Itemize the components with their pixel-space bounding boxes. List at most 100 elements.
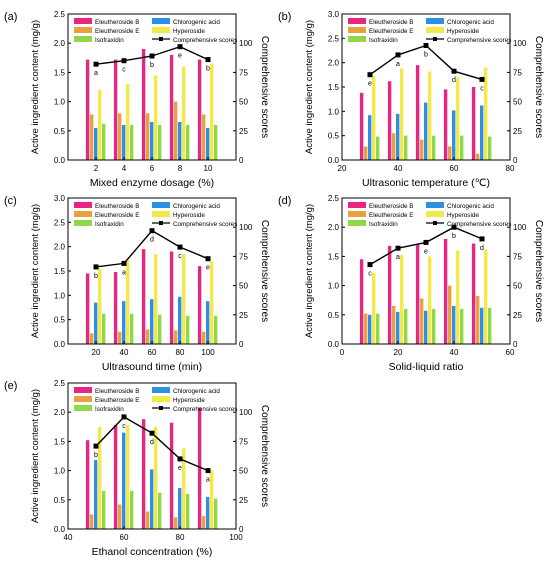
bar-chlorogenic-acid (206, 301, 210, 344)
bar-eleutheroside-e (420, 298, 424, 344)
bar-eleutheroside-e (392, 133, 396, 160)
y-tick-label: 0.5 (328, 132, 340, 141)
legend-marker-swatch (159, 37, 163, 41)
y2-tick-label: 100 (513, 39, 527, 48)
legend-swatch (152, 202, 170, 208)
legend-swatch (152, 396, 170, 402)
panel-label: (d) (278, 195, 291, 207)
y-tick-label: 1.5 (54, 267, 66, 276)
x-tick-label: 4 (122, 164, 127, 173)
y2-tick-label: 75 (513, 252, 522, 261)
y-tick-label: 1.0 (54, 467, 66, 476)
bar-isofraxidin (130, 491, 134, 529)
panel-d: (d) c a e b d 0.0 0.5 1.0 1.5 2.0 2.5 0 25 50 75 100 0 20 4… (278, 194, 544, 373)
bar-isofraxidin (158, 492, 162, 529)
bar-isofraxidin (102, 123, 106, 160)
legend-label: Hyperoside (173, 28, 205, 35)
y2-tick-label: 100 (513, 223, 527, 232)
x-tick-label: 60 (148, 348, 157, 357)
y-tick-label: 2.5 (54, 379, 66, 388)
legend-marker-swatch (159, 406, 163, 410)
score-letter: e (178, 53, 182, 60)
y-tick-label: 0.5 (54, 496, 66, 505)
legend-swatch (348, 27, 366, 33)
x-tick-label: 40 (450, 348, 459, 357)
bar-eleutheroside-e (364, 313, 368, 344)
y-tick-label: 1.5 (328, 252, 340, 261)
y-tick-label: 3.0 (328, 10, 340, 19)
bar-eleutheroside-e (146, 113, 150, 160)
score-point (177, 456, 183, 462)
score-point (149, 53, 155, 59)
y2-tick-label: 0 (513, 340, 518, 349)
bar-isofraxidin (102, 313, 106, 344)
bar-isofraxidin (376, 313, 380, 344)
legend-label: Chlorogenic acid (447, 203, 494, 210)
x-tick-label: 20 (92, 348, 101, 357)
y2-tick-label: 25 (239, 496, 248, 505)
bar-hyperoside (154, 75, 158, 160)
bar-eleutheroside-b (415, 65, 420, 160)
panel-e: (e) b c d e a 0.0 0.5 1.0 1.5 2.0 2.5 0 25 50 75 100 40 60… (4, 379, 270, 558)
bar-isofraxidin (488, 136, 492, 160)
bar-eleutheroside-b (169, 251, 174, 344)
bar-eleutheroside-b (415, 244, 420, 344)
y2-axis-label: Comprehensive scores (533, 220, 544, 322)
y2-tick-label: 50 (513, 98, 522, 107)
x-axis-label: Mixed enzyme dosage (%) (90, 177, 214, 189)
y-tick-label: 0.0 (328, 340, 340, 349)
legend: Eleutheroside B Chlorogenic acid Eleuthero… (348, 18, 511, 44)
y-tick-label: 2.0 (54, 39, 66, 48)
bar-hyperoside (400, 255, 404, 344)
y-axis-label: Active ingredient content (mg/g) (30, 20, 41, 154)
score-letter: b (424, 52, 428, 59)
legend-swatch (348, 36, 366, 42)
legend-label: Comprehensive scores (447, 221, 511, 228)
bar-eleutheroside-e (420, 139, 424, 160)
bar-chlorogenic-acid (150, 469, 154, 529)
bar-chlorogenic-acid (480, 105, 484, 160)
bar-hyperoside (126, 260, 130, 344)
score-letter: c (122, 423, 126, 430)
score-letter: d (150, 439, 154, 446)
bar-chlorogenic-acid (122, 301, 126, 344)
score-letter: b (150, 62, 154, 69)
y2-tick-label: 50 (513, 282, 522, 291)
y2-tick-label: 75 (239, 68, 248, 77)
y-tick-label: 1.5 (328, 83, 340, 92)
bar-isofraxidin (460, 135, 464, 160)
bar-eleutheroside-e (174, 101, 178, 160)
bar-chlorogenic-acid (150, 122, 154, 160)
bar-chlorogenic-acid (94, 302, 98, 344)
legend-label: Isofraxidin (369, 221, 398, 228)
score-point (149, 228, 155, 234)
bar-isofraxidin (158, 314, 162, 344)
score-point (205, 468, 211, 474)
score-letter: c (122, 67, 126, 74)
x-tick-label: 8 (178, 164, 183, 173)
y-tick-label: 3.0 (54, 194, 66, 203)
score-letter: d (452, 77, 456, 84)
bar-eleutheroside-b (141, 249, 146, 344)
bar-isofraxidin (214, 315, 218, 344)
legend-marker-swatch (433, 221, 437, 225)
y-tick-label: 2.0 (54, 243, 66, 252)
bar-eleutheroside-e (364, 146, 368, 160)
x-tick-label: 40 (64, 533, 73, 542)
y-tick-label: 2.5 (328, 194, 340, 203)
bar-isofraxidin (376, 136, 380, 160)
bar-chlorogenic-acid (178, 122, 182, 160)
y2-tick-label: 50 (239, 467, 248, 476)
legend-label: Chlorogenic acid (173, 19, 220, 26)
y2-tick-label: 25 (513, 127, 522, 136)
legend-swatch (152, 387, 170, 393)
bar-chlorogenic-acid (452, 110, 456, 160)
legend-label: Hyperoside (173, 212, 205, 219)
legend-swatch (74, 202, 92, 208)
legend-label: Eleutheroside E (369, 212, 413, 219)
score-point (149, 430, 155, 436)
bar-eleutheroside-e (90, 333, 94, 344)
score-point (423, 239, 429, 245)
score-point (367, 262, 373, 268)
legend: Eleutheroside B Chlorogenic acid Eleuthero… (74, 202, 237, 228)
